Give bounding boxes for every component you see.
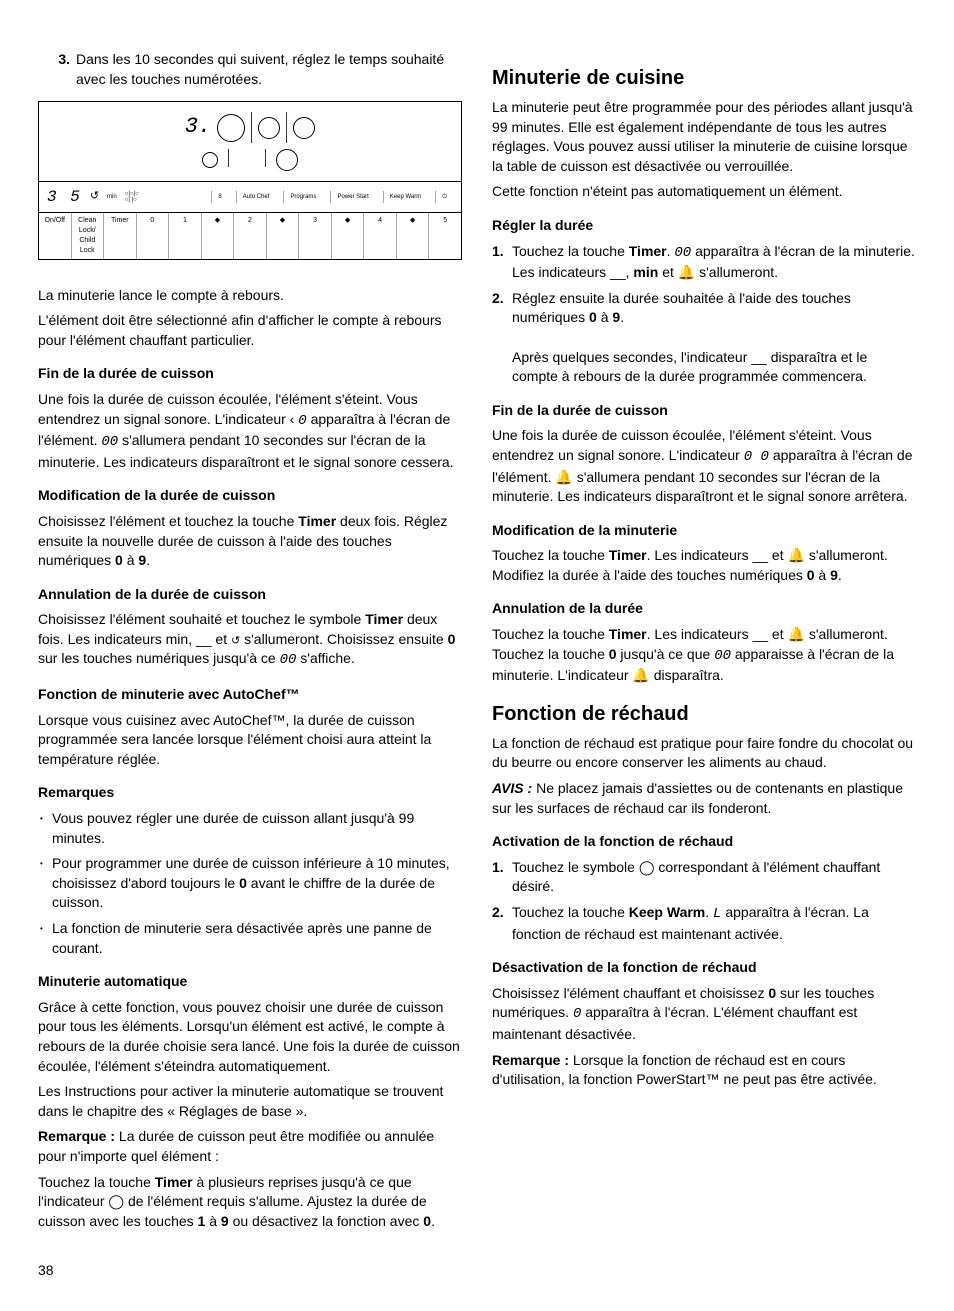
mid-programs: Programs (283, 191, 322, 203)
para-min1: La minuterie peut être programmée pour d… (492, 98, 916, 176)
right-column: Minuterie de cuisine La minuterie peut ê… (492, 50, 916, 1237)
step-3: 3. Dans les 10 secondes qui suivent, rég… (38, 50, 462, 89)
h-ann-duree-r: Annulation de la durée (492, 599, 916, 619)
timer-display-35: 3 5 (47, 186, 82, 208)
step-3-num: 3. (56, 50, 76, 89)
para-des2: Remarque : Lorsque la fonction de réchau… (492, 1051, 916, 1090)
burner-indicator-icon: ○|○|○○| |○ (125, 191, 139, 203)
mid-power-icon: ⏻ (435, 191, 453, 203)
para-annd: Touchez la touche Timer. Les indicateurs… (492, 625, 916, 686)
activation-steps: 1. Touchez le symbole ◯ correspondant à … (492, 858, 916, 944)
remarques-list: Vous pouvez régler une durée de cuisson … (38, 809, 462, 958)
control-panel-diagram: 3. 3 5 (38, 101, 462, 259)
key-5: 5 (429, 213, 461, 258)
para-mauto4: Touchez la touche Timer à plusieurs repr… (38, 1173, 462, 1232)
h-activation-rechaud: Activation de la fonction de réchaud (492, 832, 916, 852)
left-column: 3. Dans les 10 secondes qui suivent, rég… (38, 50, 462, 1237)
page-number: 38 (38, 1261, 916, 1281)
activation-step-1: 1. Touchez le symbole ◯ correspondant à … (492, 858, 916, 897)
underscore-icon: __ (751, 349, 767, 365)
segment-00-icon: 00 (280, 652, 297, 668)
para-autochef: Lorsque vous cuisinez avec AutoChef™, la… (38, 711, 462, 770)
mid-8: 8 (211, 191, 227, 203)
para-mauto2: Les Instructions pour activer la minuter… (38, 1082, 462, 1121)
circle-icon: ◯ (639, 859, 655, 875)
underscore-icon: __ (752, 626, 768, 642)
segment-0-0-icon: 0 0 (744, 449, 769, 465)
key-diamond: ◆ (267, 213, 300, 258)
key-diamond: ◆ (202, 213, 235, 258)
regler-steps: 1. Touchez la touche Timer. 00 apparaîtr… (492, 242, 916, 387)
h-autochef: Fonction de minuterie avec AutoChef™ (38, 685, 462, 705)
key-4: 4 (364, 213, 397, 258)
bell-icon: 🔔 (788, 626, 805, 642)
bell-icon: 🔔 (555, 469, 572, 485)
mid-autochef: Auto Chef (236, 191, 276, 203)
remarque-item: Pour programmer une durée de cuisson inf… (38, 854, 462, 913)
para-min2: Cette fonction n'éteint pas automatiquem… (492, 182, 916, 202)
h-fin-duree: Fin de la durée de cuisson (38, 364, 462, 384)
segment-00-icon: 00 (714, 648, 731, 664)
para-element-select: L'élément doit être sélectionné afin d'a… (38, 311, 462, 350)
underscore-icon: __ (752, 547, 768, 563)
timer-arrow-icon: ↺ (231, 635, 240, 647)
para-mauto1: Grâce à cette fonction, vous pouvez choi… (38, 998, 462, 1076)
circle-icon: ◯ (108, 1193, 124, 1209)
segment-00-icon: 00 (674, 245, 691, 261)
para-fin-r: Une fois la durée de cuisson écoulée, l'… (492, 426, 916, 506)
min-label: min (107, 194, 117, 200)
para-fin: Une fois la durée de cuisson écoulée, l'… (38, 390, 462, 472)
h-remarques: Remarques (38, 783, 462, 803)
h-desactivation-rechaud: Désactivation de la fonction de réchaud (492, 958, 916, 978)
remarque-item: La fonction de minuterie sera désactivée… (38, 919, 462, 958)
key-diamond: ◆ (332, 213, 365, 258)
segment-0-icon: 0 (298, 413, 306, 429)
burner-ring-icon (217, 114, 245, 142)
h-min-auto: Minuterie automatique (38, 972, 462, 992)
para-mod: Choisissez l'élément et touchez la touch… (38, 512, 462, 571)
h-fin-duree-r: Fin de la durée de cuisson (492, 401, 916, 421)
key-1: 1 (169, 213, 202, 258)
key-3: 3 (299, 213, 332, 258)
para-rech2: AVIS : Ne placez jamais d'assiettes ou d… (492, 779, 916, 818)
h-fonction-rechaud: Fonction de réchaud (492, 700, 916, 728)
timer-arrow-icon: ↺ (90, 189, 99, 204)
step-3-text: Dans les 10 secondes qui suivent, réglez… (76, 50, 462, 89)
bell-icon: 🔔 (788, 547, 805, 563)
burner-ring-icon (202, 152, 218, 168)
h-minuterie-cuisine: Minuterie de cuisine (492, 64, 916, 92)
mid-keepwarm: Keep Warm (383, 191, 427, 203)
burner-ring-icon (258, 117, 280, 139)
key-0: 0 (137, 213, 170, 258)
regler-step-1: 1. Touchez la touche Timer. 00 apparaîtr… (492, 242, 916, 283)
key-cleanlock: Clean Lock/ Child Lock (72, 213, 105, 258)
activation-step-2: 2. Touchez la touche Keep Warm. L appara… (492, 903, 916, 944)
burner-ring-icon (276, 149, 298, 171)
para-modm: Touchez la touche Timer. Les indicateurs… (492, 546, 916, 585)
bell-icon: 🔔 (632, 667, 649, 683)
h-mod-duree: Modification de la durée de cuisson (38, 486, 462, 506)
h-mod-minuterie: Modification de la minuterie (492, 521, 916, 541)
bell-icon: 🔔 (678, 264, 695, 280)
para-des: Choisissez l'élément chauffant et choisi… (492, 984, 916, 1045)
key-timer: Timer (104, 213, 137, 258)
para-countdown: La minuterie lance le compte à rebours. (38, 286, 462, 306)
h-regler-duree: Régler la durée (492, 216, 916, 236)
para-mauto3: Remarque : La durée de cuisson peut être… (38, 1127, 462, 1166)
para-rech1: La fonction de réchaud est pratique pour… (492, 734, 916, 773)
underscore-icon: __ (610, 264, 626, 280)
remarque-item: Vous pouvez régler une durée de cuisson … (38, 809, 462, 848)
regler-step-2: 2. Réglez ensuite la durée souhaitée à l… (492, 289, 916, 387)
underscore-icon: __ (196, 631, 212, 647)
key-diamond: ◆ (397, 213, 430, 258)
para-ann: Choisissez l'élément souhaité et touchez… (38, 610, 462, 671)
key-onoff: On/Off (39, 213, 72, 258)
diagram-top-digit: 3. (185, 112, 211, 143)
burner-ring-icon (293, 117, 315, 139)
h-ann-duree: Annulation de la durée de cuisson (38, 585, 462, 605)
mid-powerstart: Power Start (330, 191, 374, 203)
segment-00-icon: 00 (101, 434, 118, 450)
key-2: 2 (234, 213, 267, 258)
